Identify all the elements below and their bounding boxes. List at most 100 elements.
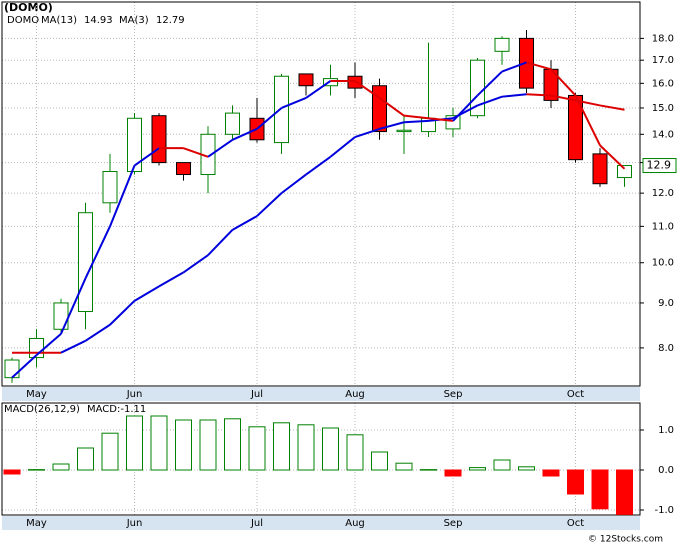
macd-bar <box>248 426 266 471</box>
candle-body <box>102 170 118 204</box>
ma-line-segment <box>133 285 160 302</box>
candle-body <box>592 153 608 185</box>
plot-frame <box>1 402 641 516</box>
x-tick-label: Jul <box>250 518 263 529</box>
ma-line-segment <box>35 333 62 356</box>
x-tick-label: Oct <box>567 389 584 400</box>
macd-bar <box>567 469 584 495</box>
ma-line-segment <box>599 104 625 111</box>
y-tick-label: 16.0 <box>652 78 674 89</box>
y-tick-label: 11.0 <box>652 221 674 232</box>
macd-bar <box>199 419 217 471</box>
ma-line-segment <box>84 323 111 342</box>
x-tick-label: May <box>26 518 47 529</box>
ma-line-segment <box>575 99 601 107</box>
y-tick-label: 15.0 <box>652 103 674 114</box>
plot-frame <box>1 1 641 387</box>
ma-line-segment <box>281 96 307 109</box>
macd-bar <box>469 467 486 471</box>
candle-body <box>53 302 69 330</box>
macd-bar <box>591 469 609 510</box>
credit: © 12Stocks.com <box>588 535 663 545</box>
ma-line-segment <box>476 70 503 97</box>
ma-line-segment <box>11 354 38 379</box>
ma-line-segment <box>183 147 209 158</box>
candle-body <box>225 112 240 135</box>
candle-body <box>396 129 412 133</box>
x-axis-band <box>2 516 640 530</box>
y-tick-label: 12.0 <box>652 188 674 199</box>
macd-bar <box>297 424 315 471</box>
macd-bar <box>175 419 192 471</box>
y-tick-label: 17.0 <box>652 55 674 66</box>
ma-line-segment <box>256 107 283 130</box>
y-tick-label: -1.0 <box>654 505 674 516</box>
y-tick-label: 14.0 <box>652 129 674 140</box>
x-tick-label: Sep <box>444 389 463 400</box>
macd-readout-value: -1.11 <box>120 404 146 415</box>
macd-bar <box>395 462 413 471</box>
y-tick-label: 9.0 <box>658 298 674 309</box>
candle-body <box>617 165 632 179</box>
candle-body <box>298 73 314 87</box>
candle-body <box>151 115 167 164</box>
ma-line-segment <box>60 339 86 354</box>
legend-entry: 12.79 <box>156 15 185 26</box>
ma-line-segment <box>378 97 405 117</box>
panel-title: MACD(26,12,9) <box>4 404 80 415</box>
ma-line-segment <box>477 95 503 107</box>
ma-line-segment <box>329 136 356 158</box>
macd-bar <box>52 463 70 471</box>
ma-line-segment <box>256 192 283 217</box>
macd-bar <box>101 432 119 471</box>
ma-line-segment <box>428 117 454 122</box>
macd-bar <box>224 418 241 471</box>
ma-line-segment <box>84 225 111 279</box>
macd-readout: MACD:-1.11 <box>87 404 146 415</box>
candle-body <box>494 37 510 52</box>
macd-bar <box>420 469 437 471</box>
ma-line-segment <box>207 229 234 256</box>
legend-entry: MA(3) <box>119 15 149 26</box>
y-tick-label: 0.0 <box>658 465 674 476</box>
macd-bar <box>518 466 535 471</box>
macd-bar <box>493 459 511 471</box>
macd-bar <box>126 415 143 471</box>
ma-line-segment <box>501 61 527 73</box>
macd-bar <box>150 415 168 471</box>
macd-bar <box>542 469 560 477</box>
ma-line-segment <box>599 144 626 170</box>
ma-line-segment <box>232 215 258 231</box>
x-tick-label: May <box>26 389 47 400</box>
ma-line-segment <box>452 94 479 122</box>
macd-readout-prefix: MACD: <box>87 404 120 415</box>
ma-line-segment <box>526 61 552 71</box>
ma-line-segment <box>403 114 429 120</box>
x-tick-label: Aug <box>345 389 365 400</box>
x-tick-label: Jun <box>126 389 143 400</box>
macd-bar <box>322 427 339 471</box>
ma-line-segment <box>354 127 380 138</box>
chart-title: (DOMO) <box>4 1 53 14</box>
ma-line-segment <box>550 94 576 102</box>
candle-body <box>274 75 289 144</box>
legend-entry: 14.93 <box>84 15 113 26</box>
ma-line-segment <box>133 147 160 167</box>
ma-line-segment <box>182 254 209 274</box>
candle-body <box>127 117 142 172</box>
macd-bar <box>444 469 462 477</box>
ma-line-segment <box>305 80 332 99</box>
ma-line-segment <box>379 121 405 130</box>
legend-entry: DOMO <box>7 15 39 26</box>
x-tick-label: Sep <box>444 518 463 529</box>
ma-line-segment <box>158 271 184 288</box>
candle-body <box>78 212 93 313</box>
price-tag <box>642 158 677 174</box>
ma-line-segment <box>403 119 429 124</box>
macd-bar <box>3 469 21 475</box>
ma-line-segment <box>207 138 234 158</box>
ma-line-segment <box>501 93 527 98</box>
y-tick-label: 8.0 <box>658 343 674 354</box>
ma-line-segment <box>232 127 258 141</box>
